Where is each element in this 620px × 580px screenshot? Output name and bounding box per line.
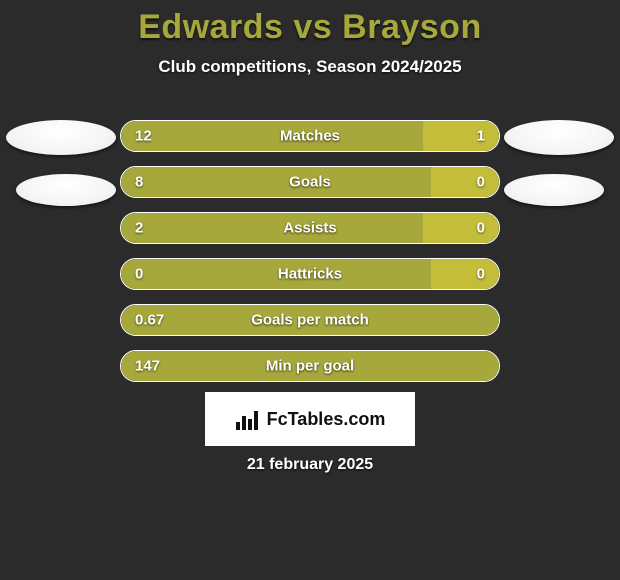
stat-row: 0.67Goals per match: [120, 304, 500, 336]
stat-row: 80Goals: [120, 166, 500, 198]
stat-value-right: 0: [477, 174, 485, 191]
attribution-text: FcTables.com: [267, 409, 386, 430]
stat-row: 147Min per goal: [120, 350, 500, 382]
stat-bar-left: [121, 351, 499, 381]
stat-value-right: 0: [477, 220, 485, 237]
player-right-avatar: [504, 120, 614, 155]
stat-value-left: 8: [135, 174, 143, 191]
stat-row: 00Hattricks: [120, 258, 500, 290]
stat-value-left: 2: [135, 220, 143, 237]
stats-rows: 121Matches80Goals20Assists00Hattricks0.6…: [120, 120, 500, 396]
stat-bar-left: [121, 167, 431, 197]
stat-bar-right: [431, 167, 499, 197]
page-title: Edwards vs Brayson: [0, 0, 620, 47]
player-right-club-avatar: [504, 174, 604, 206]
stat-bar-right: [423, 121, 499, 151]
stat-bar-left: [121, 213, 423, 243]
stat-bar-right: [431, 259, 499, 289]
stat-bar-right: [423, 213, 499, 243]
stat-value-left: 0: [135, 266, 143, 283]
stat-value-right: 0: [477, 266, 485, 283]
stat-value-right: 1: [477, 128, 485, 145]
subtitle: Club competitions, Season 2024/2025: [0, 57, 620, 77]
stat-value-left: 0.67: [135, 312, 164, 329]
player-left-club-avatar: [16, 174, 116, 206]
stat-bar-left: [121, 121, 423, 151]
stat-bar-left: [121, 259, 431, 289]
stat-bar-left: [121, 305, 499, 335]
player-left-avatar: [6, 120, 116, 155]
stat-value-left: 12: [135, 128, 152, 145]
stat-row: 20Assists: [120, 212, 500, 244]
date-text: 21 february 2025: [0, 456, 620, 474]
bars-icon: [235, 408, 261, 430]
stat-row: 121Matches: [120, 120, 500, 152]
stat-value-left: 147: [135, 358, 160, 375]
attribution-badge: FcTables.com: [205, 392, 415, 446]
comparison-card: Edwards vs Brayson Club competitions, Se…: [0, 0, 620, 580]
